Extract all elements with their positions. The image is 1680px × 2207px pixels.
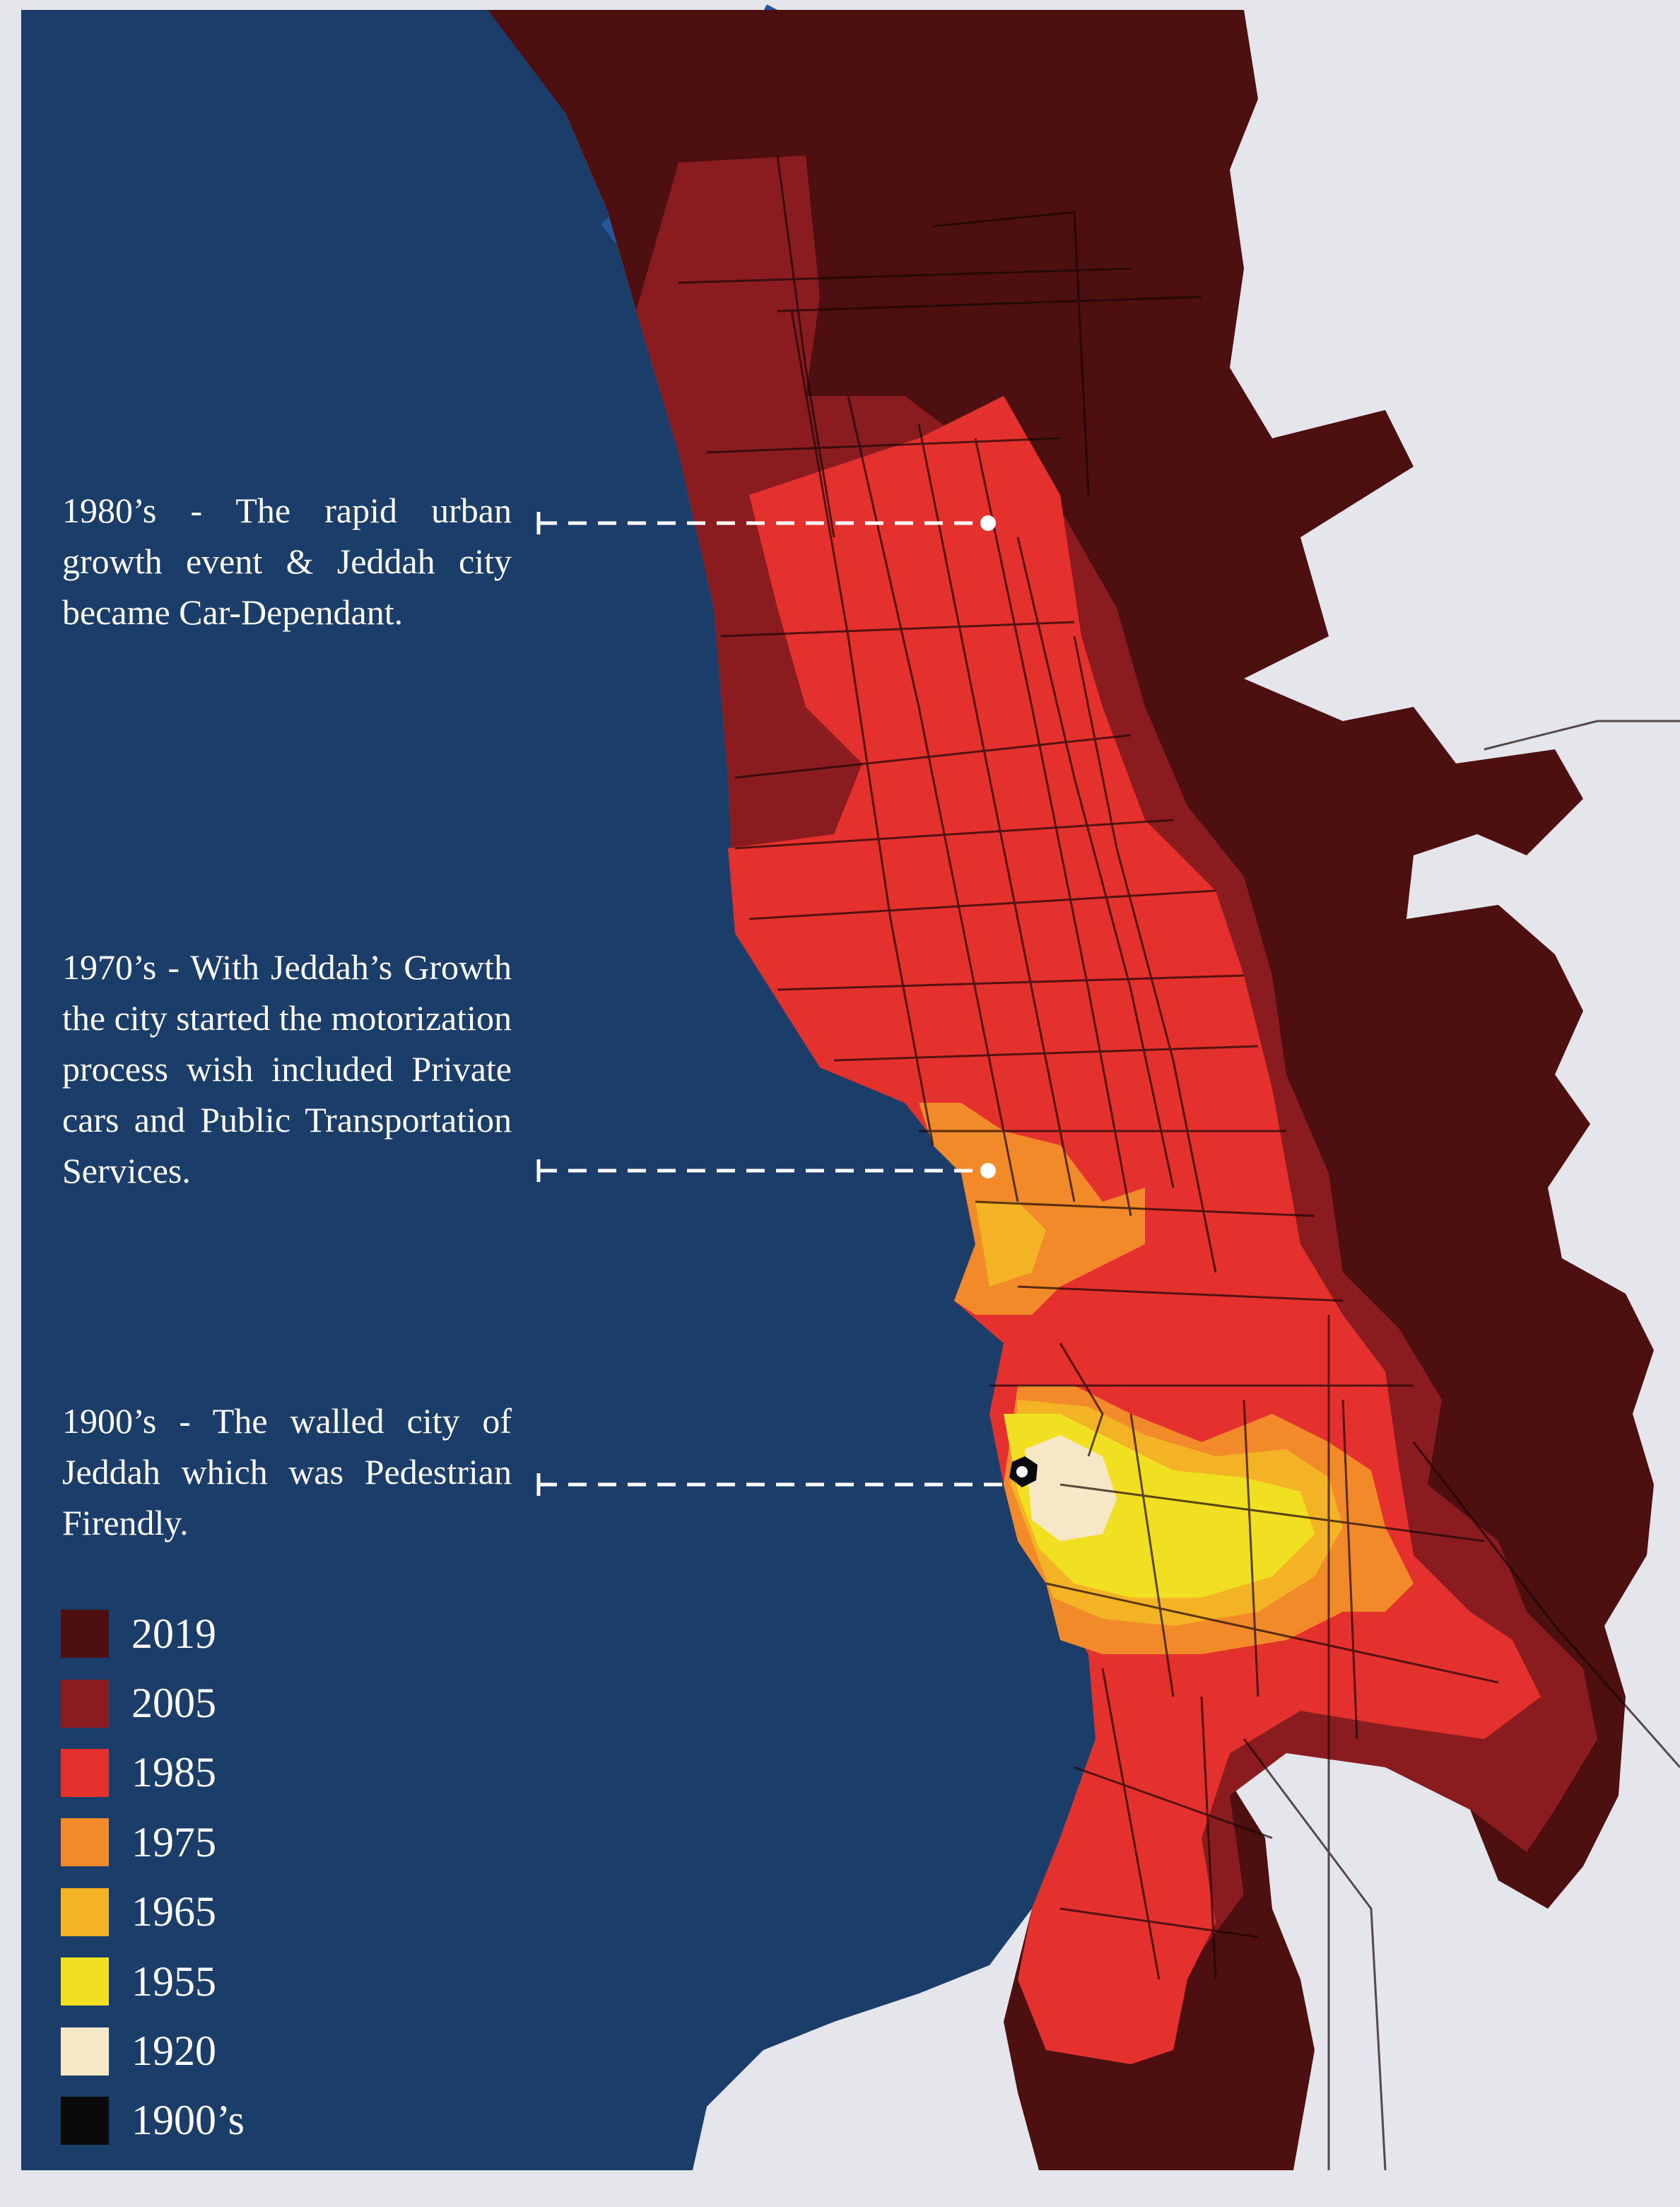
- annotation-1970: 1970’s - With Jeddah’s Growth the city s…: [62, 947, 512, 1190]
- legend-item-2019: 2019: [61, 1599, 245, 1668]
- legend-label: 1975: [131, 1818, 216, 1866]
- legend-swatch: [61, 1610, 109, 1658]
- legend-label: 1985: [131, 1749, 216, 1796]
- area-1920: [1025, 1435, 1117, 1541]
- legend-label: 1965: [131, 1888, 216, 1936]
- legend-swatch: [61, 2096, 109, 2145]
- legend-swatch: [61, 1957, 109, 2006]
- legend-item-2005: 2005: [61, 1668, 245, 1738]
- legend-swatch: [61, 1748, 109, 1797]
- legend-label: 1900’s: [131, 2097, 245, 2144]
- annotation-1900: 1900’s - The walled city of Jeddah which…: [62, 1401, 512, 1542]
- red-sea: [21, 10, 1095, 2170]
- legend-item-1965: 1965: [61, 1878, 245, 1947]
- legend-label: 1955: [131, 1957, 216, 2005]
- legend-swatch: [61, 1887, 109, 1936]
- street-network: [678, 155, 1680, 2171]
- legend-item-1955: 1955: [61, 1947, 245, 2016]
- legend-swatch: [61, 1679, 109, 1728]
- legend-label: 2019: [131, 1610, 216, 1657]
- walled-old-city: [1009, 1456, 1038, 1487]
- legend-swatch: [61, 1818, 109, 1867]
- legend-item-1920: 1920: [61, 2016, 245, 2085]
- legend-label: 2005: [131, 1680, 216, 1727]
- legend-swatch: [61, 2027, 109, 2076]
- legend-item-1985: 1985: [61, 1738, 245, 1808]
- annotation-leaders: [536, 512, 1004, 1496]
- legend: 2019 2005 1985 1975 1965 1955 1920 1900: [61, 1599, 245, 2155]
- legend-item-1900s: 1900’s: [61, 2086, 245, 2155]
- annotation-dots: [980, 515, 996, 1178]
- dot-1970: [980, 1163, 996, 1178]
- legend-item-1975: 1975: [61, 1808, 245, 1877]
- annotation-1980: 1980’s - The rapid urban growth event & …: [62, 491, 512, 632]
- dot-1980: [980, 515, 996, 531]
- legend-label: 1920: [131, 2027, 216, 2075]
